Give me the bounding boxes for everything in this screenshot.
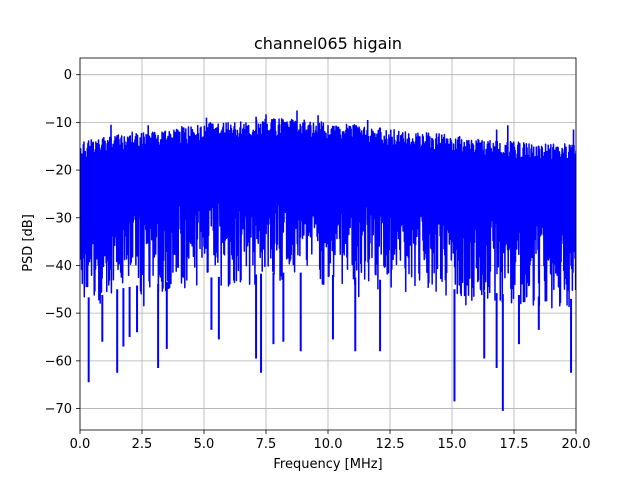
y-tick-label: −20	[45, 164, 72, 179]
plot-area	[80, 110, 576, 411]
y-tick-label: 0	[64, 68, 72, 83]
y-tick-label: −70	[45, 402, 72, 417]
psd-series-line	[80, 118, 576, 309]
x-tick-label: 5.0	[194, 437, 215, 452]
y-axis-label: PSD [dB]	[21, 214, 36, 272]
x-tick-label: 20.0	[562, 437, 591, 452]
x-tick-label: 10.0	[314, 437, 343, 452]
x-tick-label: 7.5	[256, 437, 277, 452]
x-tick-label: 0.0	[70, 437, 91, 452]
y-tick-label: −50	[45, 307, 72, 322]
y-tick-label: −40	[45, 259, 72, 274]
x-tick-label: 17.5	[500, 437, 529, 452]
x-tick-label: 12.5	[376, 437, 405, 452]
x-axis: 0.0 2.5 5.0 7.5 10.0 12.5 15.0 17.5 20.0	[70, 430, 591, 452]
y-tick-label: −60	[45, 354, 72, 369]
x-axis-label: Frequency [MHz]	[273, 457, 382, 472]
y-tick-label: −30	[45, 211, 72, 226]
x-tick-label: 15.0	[438, 437, 467, 452]
y-axis: 0 −10 −20 −30 −40 −50 −60 −70	[45, 68, 80, 417]
x-tick-label: 2.5	[132, 437, 153, 452]
chart-title: channel065 higain	[254, 34, 402, 53]
y-tick-label: −10	[45, 116, 72, 131]
